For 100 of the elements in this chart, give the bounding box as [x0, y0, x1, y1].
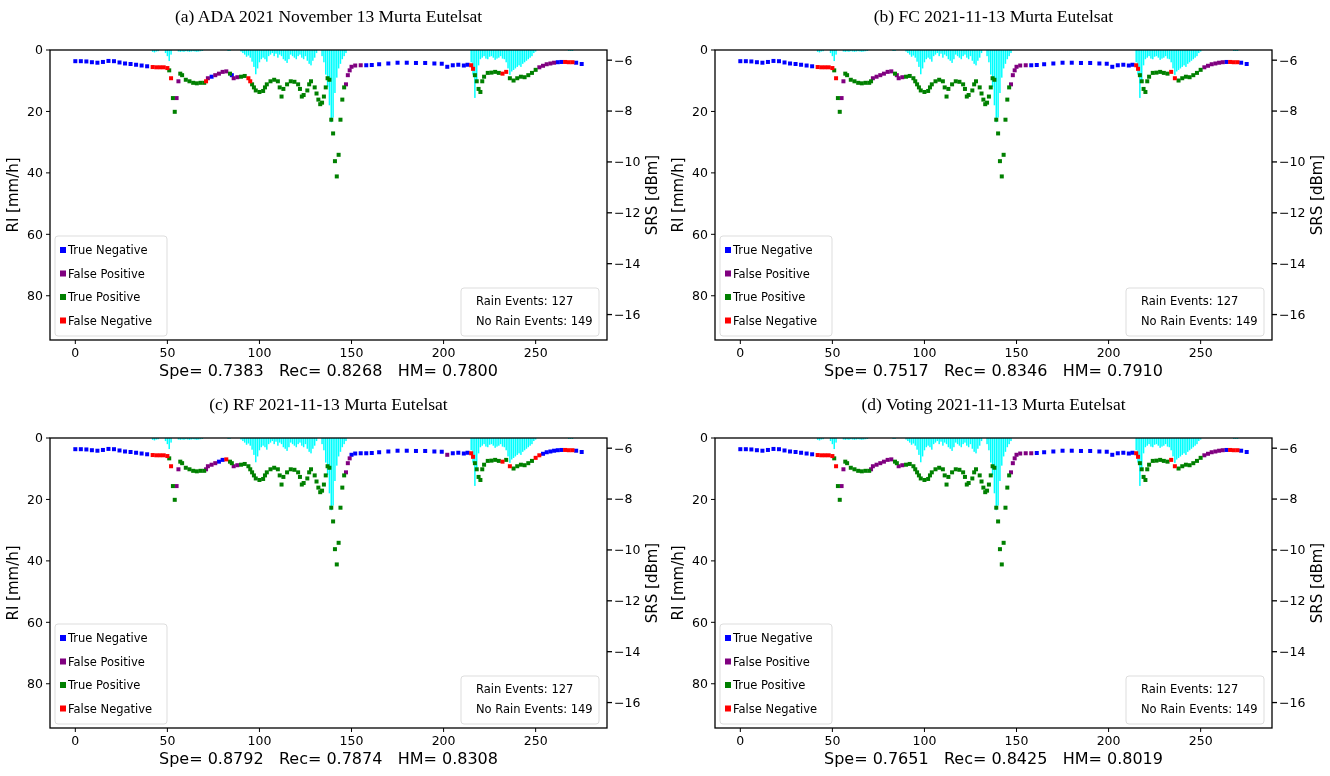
y2-axis-title: SRS [dBm] [643, 542, 661, 624]
y-axis-title: RI [mm/h] [4, 545, 22, 621]
y2-tick-label: −6 [614, 52, 633, 68]
legend-label: False Positive [733, 654, 810, 669]
x-tick-label: 150 [339, 345, 364, 360]
x-tick-label: 200 [1096, 733, 1121, 748]
y2-tick-label: −14 [1279, 256, 1306, 272]
y-tick-label: 20 [27, 491, 44, 507]
y-tick-label: 60 [692, 226, 709, 242]
y2-tick-label: −16 [1279, 694, 1306, 710]
y-tick-label: 80 [27, 288, 44, 304]
y2-tick-label: −12 [1279, 205, 1306, 221]
y2-axis-title: SRS [dBm] [1308, 542, 1326, 624]
x-tick-label: 100 [912, 733, 937, 748]
y2-tick-label: −16 [1279, 306, 1306, 322]
y-tick-label: 40 [27, 553, 44, 569]
x-axis-title: Spe= 0.7651 Rec= 0.8425 HM= 0.8019 [824, 749, 1163, 768]
y2-tick-label: −6 [1279, 52, 1298, 68]
y2-tick-label: −10 [614, 542, 641, 558]
y2-tick-label: −8 [1279, 491, 1298, 507]
annotation: No Rain Events: 149 [1141, 702, 1258, 716]
legend-label: False Negative [733, 701, 818, 716]
y2-tick-label: −10 [614, 154, 641, 170]
legend-label: True Positive [67, 290, 141, 305]
x-tick-label: 100 [912, 345, 937, 360]
y2-tick-label: −12 [614, 593, 641, 609]
legend-label: True Positive [67, 678, 141, 693]
legend-label: False Positive [733, 266, 810, 281]
y2-tick-label: −6 [614, 440, 633, 456]
y-tick-label: 0 [700, 42, 709, 58]
x-tick-label: 50 [824, 733, 841, 748]
y2-tick-label: −6 [1279, 440, 1298, 456]
legend-label: False Negative [68, 313, 153, 328]
legend-label: False Positive [68, 266, 145, 281]
y2-tick-label: −12 [1279, 593, 1306, 609]
y-axis-title: RI [mm/h] [4, 157, 22, 233]
annotation: Rain Events: 127 [1141, 682, 1239, 696]
y2-tick-label: −14 [614, 644, 641, 660]
legend-label: True Positive [732, 290, 806, 305]
x-tick-label: 150 [339, 733, 364, 748]
y2-axis-title: SRS [dBm] [1308, 154, 1326, 236]
y-tick-label: 40 [692, 165, 709, 181]
annotation: No Rain Events: 149 [476, 314, 593, 328]
x-axis-title: Spe= 0.7517 Rec= 0.8346 HM= 0.7910 [824, 361, 1163, 380]
x-tick-label: 200 [431, 733, 456, 748]
annotation: Rain Events: 127 [476, 294, 574, 308]
y2-tick-label: −8 [614, 103, 633, 119]
y2-axis-title: SRS [dBm] [643, 154, 661, 236]
x-axis-title: Spe= 0.7383 Rec= 0.8268 HM= 0.7800 [159, 361, 498, 380]
annotation: No Rain Events: 149 [1141, 314, 1258, 328]
y-tick-label: 0 [35, 42, 44, 58]
chart-title: (a) ADA 2021 November 13 Murta Eutelsat [174, 6, 483, 26]
y-tick-label: 20 [692, 491, 709, 507]
y2-tick-label: −14 [1279, 644, 1306, 660]
legend-label: True Negative [67, 243, 148, 258]
y-tick-label: 60 [692, 614, 709, 630]
y2-tick-label: −12 [614, 205, 641, 221]
y-tick-label: 60 [27, 614, 44, 630]
y-tick-label: 80 [692, 288, 709, 304]
x-axis-title: Spe= 0.8792 Rec= 0.7874 HM= 0.8308 [159, 749, 498, 768]
legend-label: True Negative [67, 631, 148, 646]
x-tick-label: 50 [824, 345, 841, 360]
x-tick-label: 150 [1004, 733, 1029, 748]
chart-title: (b) FC 2021-11-13 Murta Eutelsat [873, 6, 1114, 26]
x-tick-label: 200 [1096, 345, 1121, 360]
x-tick-label: 250 [523, 733, 548, 748]
y-tick-label: 40 [27, 165, 44, 181]
y2-tick-label: −8 [1279, 103, 1298, 119]
y-tick-label: 80 [692, 676, 709, 692]
legend-label: True Negative [732, 631, 813, 646]
annotation: No Rain Events: 149 [476, 702, 593, 716]
x-tick-label: 250 [1188, 733, 1213, 748]
y-tick-label: 80 [27, 676, 44, 692]
y-axis-title: RI [mm/h] [669, 157, 687, 233]
y-tick-label: 20 [27, 103, 44, 119]
y2-tick-label: −16 [614, 306, 641, 322]
legend-label: False Negative [68, 701, 153, 716]
x-tick-label: 50 [159, 733, 176, 748]
y2-tick-label: −10 [1279, 154, 1306, 170]
y-tick-label: 0 [700, 430, 709, 446]
y2-tick-label: −10 [1279, 542, 1306, 558]
annotation: Rain Events: 127 [476, 682, 574, 696]
chart-title: (d) Voting 2021-11-13 Murta Eutelsat [861, 394, 1126, 414]
x-tick-label: 0 [71, 733, 80, 748]
x-tick-label: 100 [247, 345, 272, 360]
y-tick-label: 40 [692, 553, 709, 569]
x-tick-label: 200 [431, 345, 456, 360]
y-tick-label: 60 [27, 226, 44, 242]
y2-tick-label: −14 [614, 256, 641, 272]
legend-label: True Negative [732, 243, 813, 258]
y-axis-title: RI [mm/h] [669, 545, 687, 621]
x-tick-label: 0 [736, 733, 745, 748]
x-tick-label: 100 [247, 733, 272, 748]
legend-label: False Positive [68, 654, 145, 669]
annotation: Rain Events: 127 [1141, 294, 1239, 308]
y2-tick-label: −8 [614, 491, 633, 507]
y-tick-label: 20 [692, 103, 709, 119]
x-tick-label: 250 [523, 345, 548, 360]
chart-title: (c) RF 2021-11-13 Murta Eutelsat [209, 394, 448, 414]
legend-label: False Negative [733, 313, 818, 328]
